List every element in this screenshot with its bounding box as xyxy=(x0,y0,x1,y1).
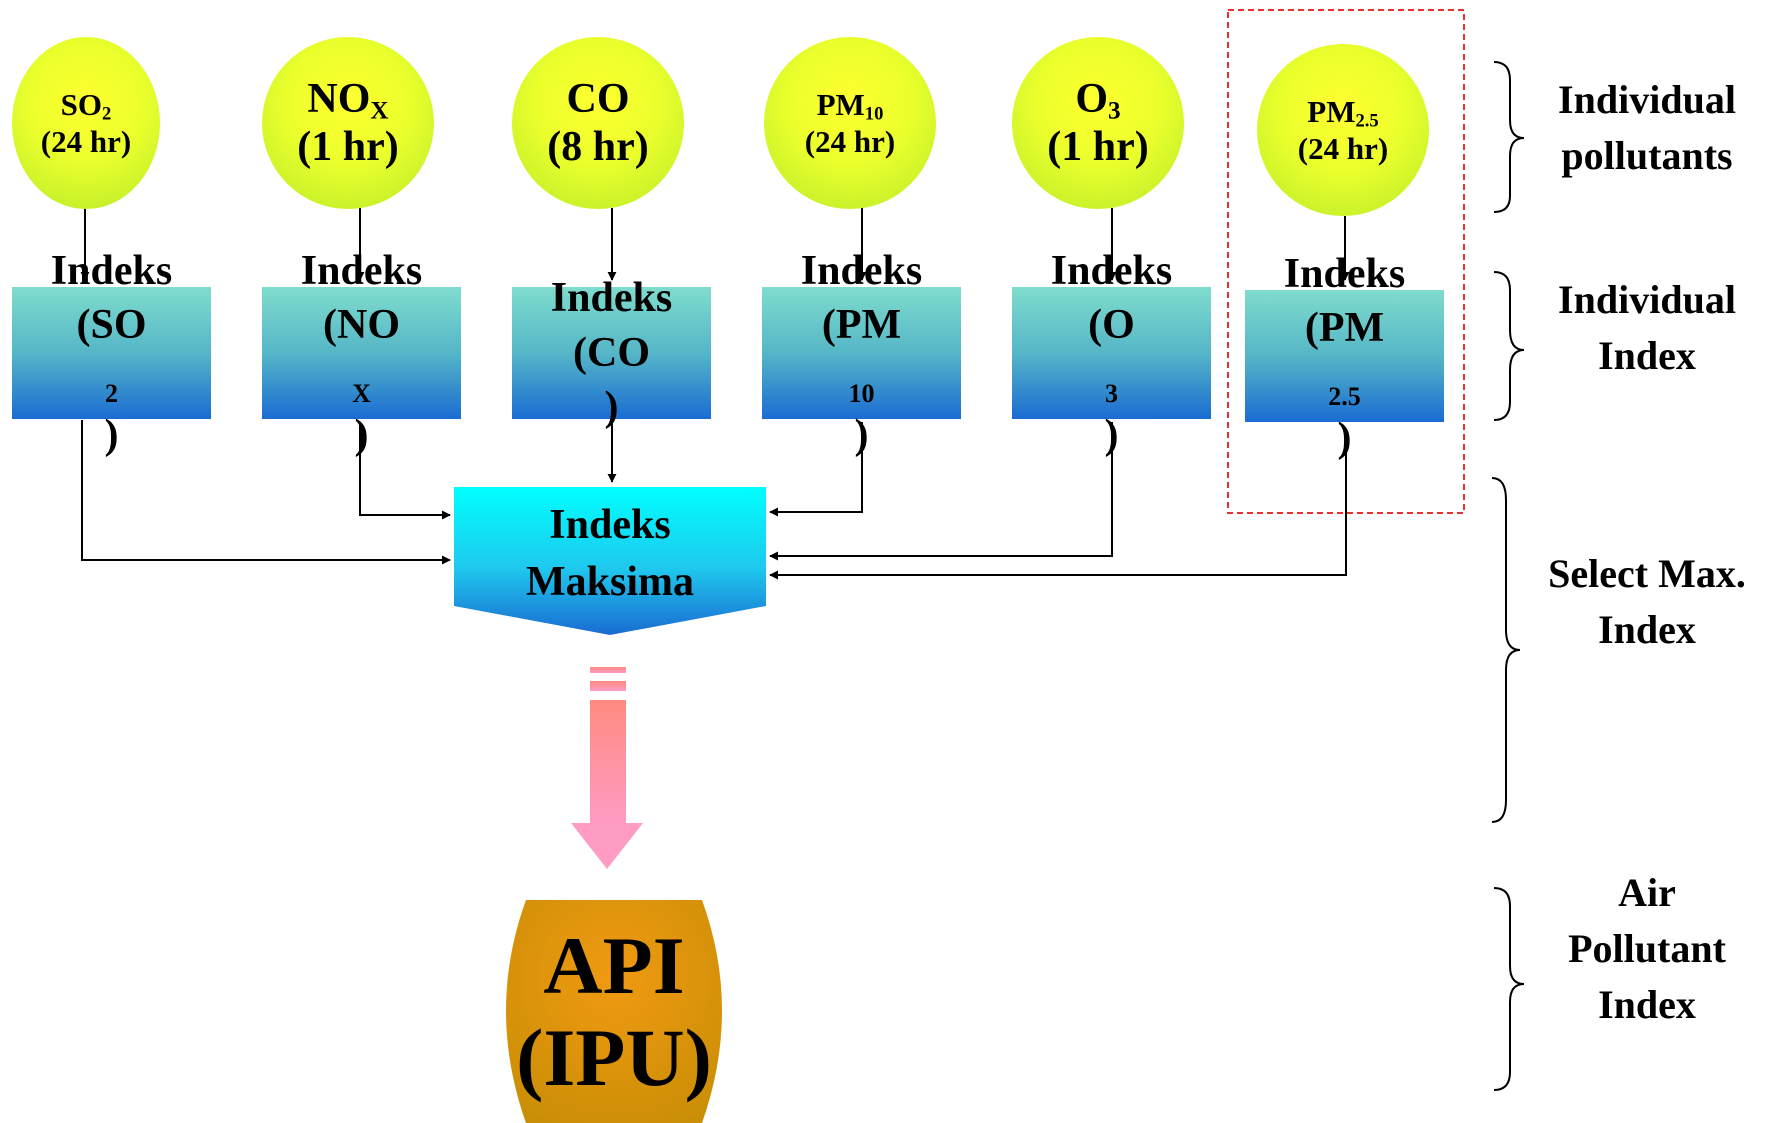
label-air-pollutant-index: Air Pollutant Index xyxy=(1568,870,1726,1027)
brace-select-max xyxy=(1491,477,1521,823)
circle-nox: NOX (1 hr) xyxy=(262,37,434,209)
max-index-line1: Indeks xyxy=(549,502,671,548)
index-label: Indeks xyxy=(50,247,173,294)
index-label: Indeks xyxy=(550,275,673,322)
pollutant-name: O3 xyxy=(1075,76,1121,125)
index-pollutant: (CO) xyxy=(573,329,650,431)
averaging-period: (24 hr) xyxy=(1297,131,1389,166)
index-pollutant: (NO X) xyxy=(323,302,400,458)
index-box-pm25: Indeks (PM 2.5) xyxy=(1245,251,1444,461)
down-arrow xyxy=(571,667,643,869)
pollutant-name: CO xyxy=(566,76,630,122)
index-box-co: Indeks (CO) xyxy=(512,275,711,430)
index-label: Indeks xyxy=(300,247,423,294)
index-box-o3: Indeks (O 3) xyxy=(1012,248,1211,458)
circle-co: CO (8 hr) xyxy=(512,37,684,209)
pollutant-name: NOX xyxy=(307,76,389,125)
api-shape xyxy=(506,900,722,1123)
pollutant-name: PM2.5 xyxy=(1307,94,1379,132)
averaging-period: (1 hr) xyxy=(1047,124,1149,170)
index-pollutant: (PM 10) xyxy=(821,302,902,458)
index-pollutant: (PM 2.5) xyxy=(1304,305,1385,461)
averaging-period: (24 hr) xyxy=(40,124,132,159)
index-label: Indeks xyxy=(1283,250,1406,297)
pollutant-name: PM10 xyxy=(816,87,884,125)
index-pollutant: (SO 2) xyxy=(76,302,147,458)
index-box-pm10: Indeks (PM 10) xyxy=(762,248,961,458)
circle-pm25: PM2.5 (24 hr) xyxy=(1257,44,1429,216)
connector-o3-to-max xyxy=(769,422,1113,561)
index-box-so2: Indeks (SO 2) xyxy=(12,248,211,458)
label-select-max-index: Select Max. Index xyxy=(1548,551,1746,652)
max-index-shape xyxy=(454,487,766,635)
max-index-box: Indeks Maksima xyxy=(454,487,766,635)
averaging-period: (1 hr) xyxy=(297,124,399,170)
brace-individual-pollutants xyxy=(1493,61,1525,213)
api-line2: (IPU) xyxy=(516,1011,712,1103)
circle-o3: O3 (1 hr) xyxy=(1012,37,1184,209)
connector-pm10-to-max xyxy=(769,422,863,517)
max-index-line2: Maksima xyxy=(526,558,694,605)
circle-pm10: PM10 (24 hr) xyxy=(764,37,936,209)
brace-air-pollutant-index xyxy=(1493,887,1525,1091)
averaging-period: (8 hr) xyxy=(547,124,649,170)
index-label: Indeks xyxy=(1050,247,1173,294)
circle-so2: SO2 (24 hr) xyxy=(12,37,160,209)
index-label: Indeks xyxy=(800,247,923,294)
api-line1: API xyxy=(543,919,685,1011)
index-pollutant: (O 3) xyxy=(1088,302,1135,458)
connector-so2-to-max xyxy=(81,420,451,565)
averaging-period: (24 hr) xyxy=(804,124,896,159)
connector-nox-to-max xyxy=(359,422,451,520)
pollutant-name: SO2 xyxy=(60,87,112,125)
brace-individual-index xyxy=(1493,271,1525,421)
connector-pm25-to-max xyxy=(769,438,1347,580)
label-individual-pollutants: Individual pollutants xyxy=(1558,77,1736,178)
index-box-nox: Indeks (NO X) xyxy=(262,248,461,458)
label-individual-index: Individual Index xyxy=(1558,277,1736,378)
api-result: API (IPU) xyxy=(500,900,728,1123)
